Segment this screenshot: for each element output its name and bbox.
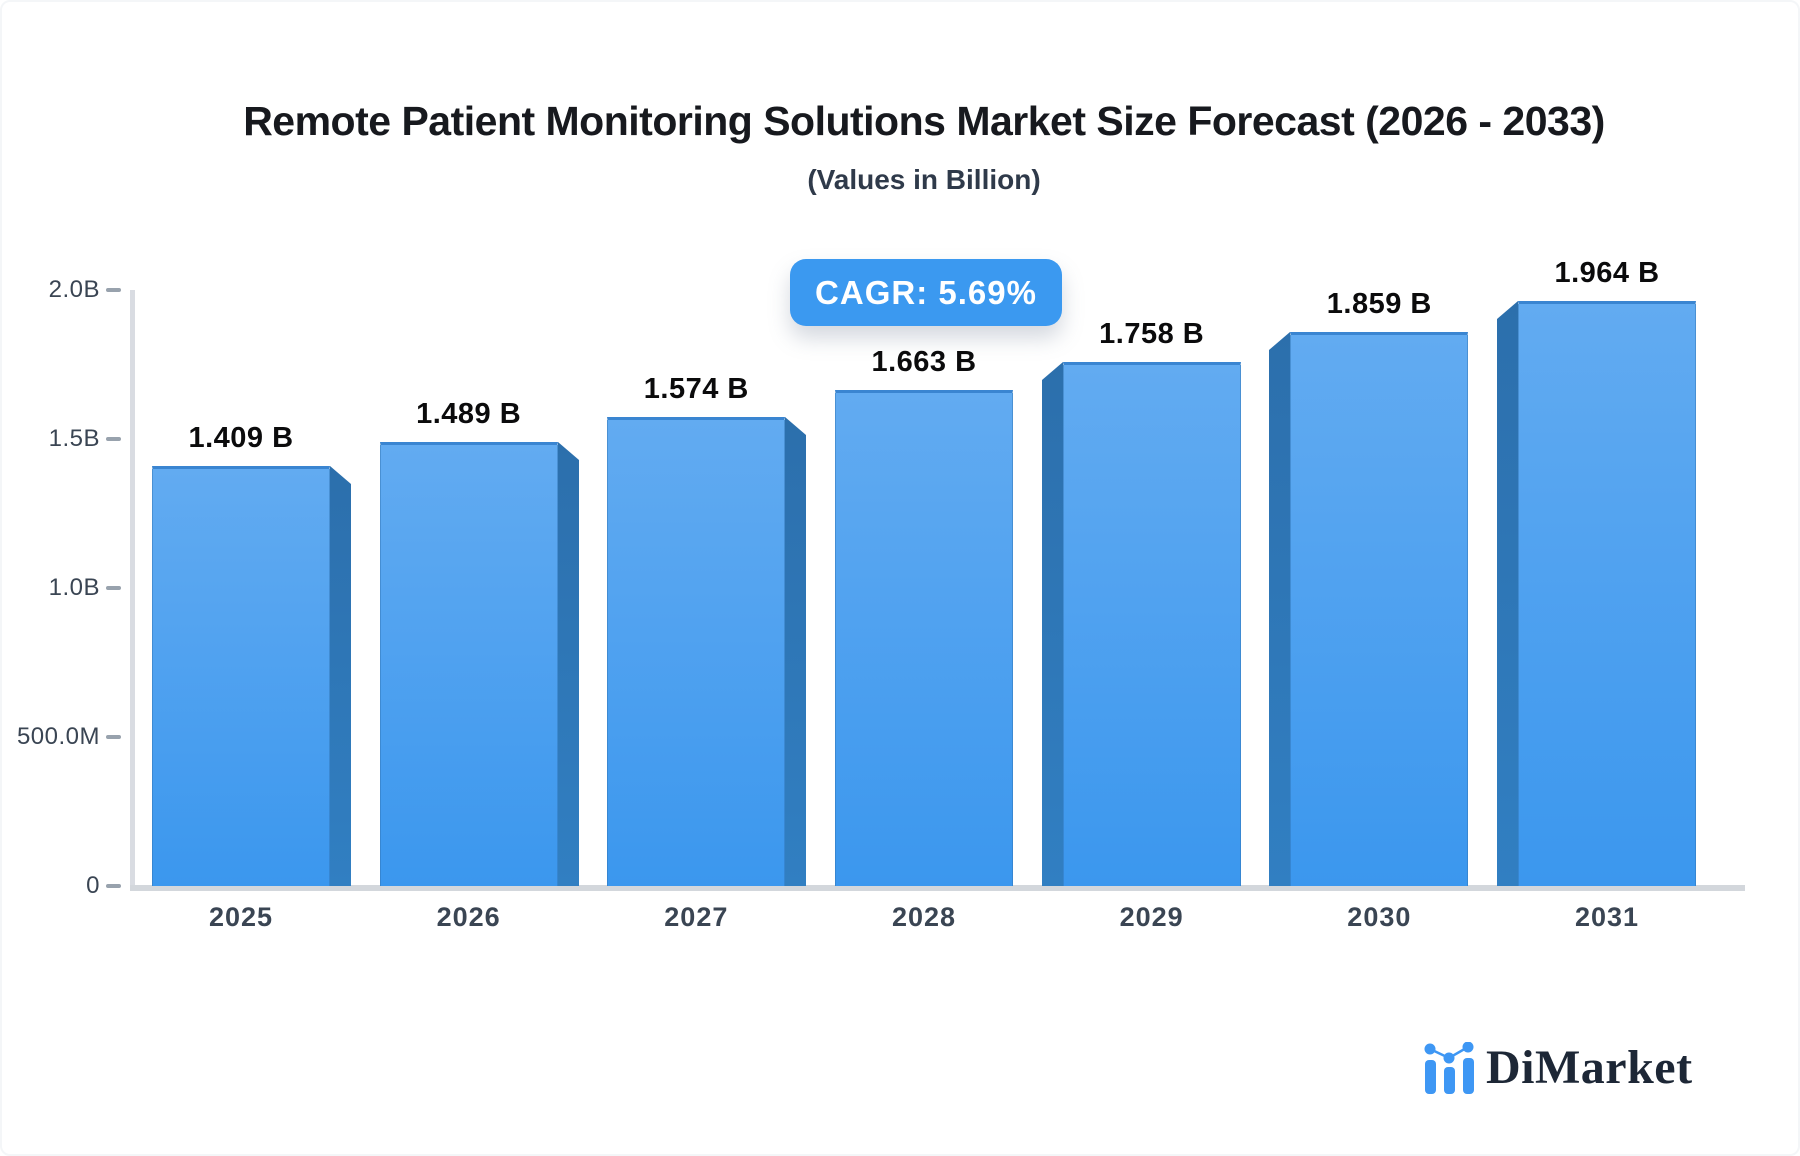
bar-2031 — [1497, 301, 1696, 886]
bar-side-panel — [558, 442, 579, 886]
x-axis-label: 2025 — [208, 902, 274, 932]
y-tick-mark — [106, 586, 121, 590]
y-axis-line — [130, 290, 135, 888]
x-axis-line — [130, 885, 1745, 891]
bar-side-panel — [330, 466, 351, 886]
x-axis-label: 2028 — [891, 902, 957, 932]
y-tick-mark — [106, 735, 121, 739]
bar-side-panel — [1497, 301, 1518, 886]
chart-subtitle: (Values in Billion) — [807, 164, 1041, 195]
brand-logo-text: DiMarket — [1486, 1041, 1693, 1094]
x-axis-label: 2027 — [664, 902, 729, 932]
bar-2025 — [152, 466, 351, 886]
bar-value-label: 1.663 B — [871, 346, 977, 378]
y-tick-label: 0 — [86, 872, 100, 899]
bar-value-label: 1.964 B — [1554, 257, 1660, 289]
bar-face — [380, 442, 558, 886]
bar-2027 — [607, 417, 806, 886]
bar-face — [607, 417, 785, 886]
y-tick-label: 1.0B — [48, 574, 100, 601]
bar-2028 — [835, 390, 1013, 886]
y-tick-mark — [106, 884, 121, 888]
bar-side-panel — [1269, 332, 1290, 886]
bar-face — [1063, 362, 1241, 886]
bar-face — [835, 390, 1013, 886]
bar-value-label: 1.409 B — [188, 422, 294, 454]
bar-2029 — [1042, 362, 1241, 886]
bar-side-panel — [785, 417, 806, 886]
y-tick-mark — [106, 437, 121, 441]
bar-2026 — [380, 442, 579, 886]
bar-value-label: 1.574 B — [643, 373, 749, 405]
bar-value-label: 1.489 B — [416, 398, 522, 430]
bar-face — [1290, 332, 1468, 886]
chart-title: Remote Patient Monitoring Solutions Mark… — [243, 98, 1605, 144]
bar-value-label: 1.859 B — [1326, 288, 1432, 320]
brand-logo: DiMarket — [1424, 1040, 1693, 1095]
y-tick-label: 1.5B — [48, 425, 100, 452]
y-tick-mark — [106, 288, 121, 292]
bar-face — [152, 466, 330, 886]
y-tick-label: 2.0B — [48, 276, 100, 303]
x-axis-label: 2030 — [1347, 902, 1412, 932]
x-axis-label: 2026 — [436, 902, 501, 932]
y-tick-label: 500.0M — [16, 723, 100, 750]
x-axis-label: 2031 — [1574, 902, 1640, 932]
bar-face — [1518, 301, 1696, 886]
x-axis-label: 2029 — [1119, 902, 1184, 932]
bar-side-panel — [1042, 362, 1063, 886]
bar-value-label: 1.758 B — [1099, 318, 1205, 350]
cagr-badge: CAGR: 5.69% — [790, 259, 1062, 326]
bar-chart-logo-icon — [1424, 1041, 1474, 1094]
bar-2030 — [1269, 332, 1468, 886]
